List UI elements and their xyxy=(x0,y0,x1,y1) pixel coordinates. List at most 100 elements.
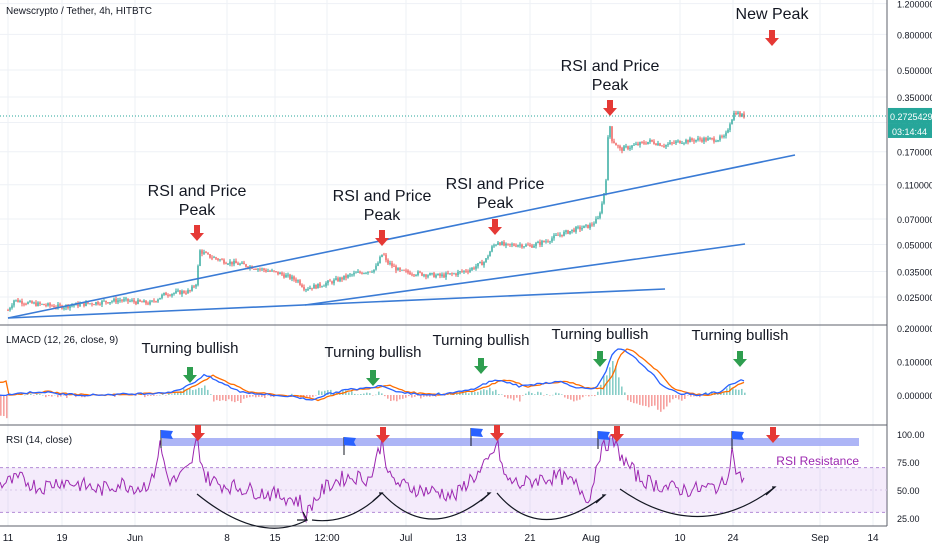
price-candle xyxy=(47,303,49,306)
price-candle xyxy=(209,254,211,258)
price-candle xyxy=(19,301,21,303)
red-down-arrow-icon xyxy=(191,425,205,441)
lmacd-histogram-bar xyxy=(363,393,365,395)
price-candle xyxy=(275,271,277,273)
price-candle xyxy=(353,272,355,275)
price-candle xyxy=(87,302,89,304)
lmacd-histogram-bar xyxy=(63,395,65,396)
lmacd-histogram-bar xyxy=(261,395,263,397)
lmacd-histogram-bar xyxy=(246,395,248,398)
lmacd-histogram-bar xyxy=(24,394,26,396)
price-candle xyxy=(665,144,667,147)
price-candle xyxy=(389,263,391,264)
price-tick-label: 0.3500000 xyxy=(897,93,932,103)
price-candle xyxy=(515,245,517,247)
green-down-arrow-icon xyxy=(474,358,488,374)
price-candle xyxy=(567,230,569,234)
red-down-arrow-icon xyxy=(190,225,204,241)
cycle-arrowhead-icon xyxy=(765,486,777,496)
rsi-tick-label: 100.00 xyxy=(897,430,925,440)
cycle-arc xyxy=(619,486,776,518)
price-badge xyxy=(888,107,932,124)
price-candle xyxy=(633,144,635,146)
price-candle xyxy=(601,203,603,213)
lmacd-histogram-bar xyxy=(213,395,215,402)
price-candle xyxy=(269,270,271,272)
price-candle xyxy=(697,138,699,140)
price-candle xyxy=(93,304,95,306)
price-candle xyxy=(113,298,115,302)
lmacd-histogram-bar xyxy=(495,389,497,395)
peak-annotation-line2: Peak xyxy=(477,195,514,212)
lmacd-histogram-bar xyxy=(444,395,446,396)
price-candle xyxy=(141,301,143,303)
price-candle xyxy=(333,279,335,284)
rsi-title: RSI (14, close) xyxy=(6,435,72,446)
lmacd-histogram-bar xyxy=(198,387,200,395)
price-candle xyxy=(299,280,301,285)
price-candle xyxy=(491,246,493,252)
price-candle xyxy=(207,252,209,255)
lmacd-histogram-bar xyxy=(528,391,530,395)
lmacd-histogram-bar xyxy=(537,391,539,395)
price-tick-label: 0.0500000 xyxy=(897,240,932,250)
cycle-arrowhead-icon xyxy=(595,494,607,504)
price-candle xyxy=(399,267,401,271)
green-down-arrow-icon xyxy=(183,367,197,383)
price-candle xyxy=(151,300,153,302)
price-candle xyxy=(317,283,319,289)
price-candle xyxy=(309,287,311,289)
price-candle xyxy=(573,229,575,232)
price-candle xyxy=(373,269,375,272)
price-candle xyxy=(481,261,483,266)
price-candle xyxy=(147,303,149,305)
lmacd-histogram-bar xyxy=(660,395,662,412)
lmacd-histogram-bar xyxy=(399,395,401,400)
price-candle xyxy=(25,303,27,305)
lmacd-histogram-bar xyxy=(384,395,386,397)
price-candle xyxy=(13,300,15,306)
lmacd-histogram-bar xyxy=(576,395,578,401)
cycle-arc xyxy=(196,493,308,529)
lmacd-histogram-bar xyxy=(81,395,83,398)
price-candle xyxy=(53,306,55,308)
lmacd-histogram-bar xyxy=(372,395,374,396)
lmacd-histogram-bar xyxy=(237,395,239,401)
lmacd-histogram-bar xyxy=(321,391,323,395)
price-candle xyxy=(131,300,133,302)
price-candle xyxy=(167,295,169,296)
price-candle xyxy=(41,303,43,305)
price-candle xyxy=(325,283,327,286)
price-candle xyxy=(301,284,303,287)
lmacd-histogram-bar xyxy=(471,391,473,395)
price-tick-label: 0.1700000 xyxy=(897,148,932,158)
price-tick-label: 0.5000000 xyxy=(897,66,932,76)
price-candle xyxy=(503,242,505,246)
time-tick-label: Sep xyxy=(811,533,829,544)
lmacd-histogram-bar xyxy=(642,395,644,406)
lmacd-histogram-bar xyxy=(732,388,734,395)
lmacd-histogram-bar xyxy=(114,395,116,397)
price-candle xyxy=(129,300,131,302)
lmacd-histogram-bar xyxy=(231,395,233,402)
price-candle xyxy=(587,224,589,229)
time-tick-label: 11 xyxy=(3,533,14,544)
price-candle xyxy=(639,142,641,146)
price-candle xyxy=(31,301,33,304)
price-candle xyxy=(355,272,357,274)
blue-flag-icon xyxy=(732,431,744,440)
price-candle xyxy=(161,294,163,298)
peak-annotation-line1: RSI and Price xyxy=(446,176,545,193)
price-candle xyxy=(611,126,613,142)
rsi-resistance-label: RSI Resistance xyxy=(776,454,859,468)
lmacd-histogram-bar xyxy=(432,395,434,397)
price-candle xyxy=(711,138,713,139)
lmacd-histogram-bar xyxy=(249,395,251,398)
lmacd-histogram-bar xyxy=(66,395,68,398)
lmacd-histogram-bar xyxy=(168,393,170,395)
lmacd-histogram-bar xyxy=(534,394,536,395)
price-candle xyxy=(703,138,705,142)
lmacd-histogram-bar xyxy=(42,394,44,396)
